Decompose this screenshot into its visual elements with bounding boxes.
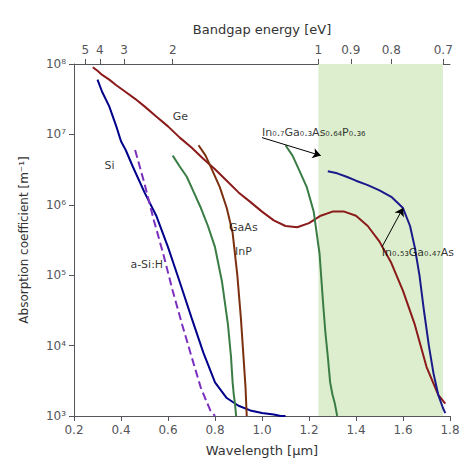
svg-text:4: 4 — [96, 43, 104, 57]
svg-text:1.6: 1.6 — [393, 423, 412, 437]
svg-text:0.2: 0.2 — [64, 423, 83, 437]
svg-text:0.8: 0.8 — [205, 423, 224, 437]
svg-text:10⁸: 10⁸ — [46, 57, 66, 71]
svg-text:1: 1 — [315, 43, 323, 57]
svg-text:10⁴: 10⁴ — [46, 339, 66, 353]
svg-text:0.6: 0.6 — [158, 423, 177, 437]
svg-text:1.8: 1.8 — [440, 423, 459, 437]
svg-text:10⁶: 10⁶ — [46, 198, 66, 212]
svg-text:Absorption coefficient [m⁻¹]: Absorption coefficient [m⁻¹] — [17, 156, 31, 323]
svg-text:Bandgap energy [eV]: Bandgap energy [eV] — [193, 22, 331, 37]
svg-text:0.8: 0.8 — [382, 43, 401, 57]
svg-text:1.4: 1.4 — [346, 423, 365, 437]
svg-text:InP: InP — [235, 245, 252, 258]
svg-text:Ge: Ge — [173, 110, 189, 123]
svg-text:GaAs: GaAs — [229, 221, 258, 234]
svg-text:1.2: 1.2 — [299, 423, 318, 437]
svg-text:10³: 10³ — [46, 409, 66, 423]
svg-text:In₀.₅₃Ga₀.₄₇As: In₀.₅₃Ga₀.₄₇As — [382, 246, 454, 259]
svg-text:10⁷: 10⁷ — [46, 127, 66, 141]
svg-text:Si: Si — [105, 159, 115, 172]
svg-text:3: 3 — [120, 43, 128, 57]
svg-text:a-Si:H: a-Si:H — [130, 258, 163, 271]
svg-text:2: 2 — [169, 43, 177, 57]
svg-text:10⁵: 10⁵ — [46, 268, 66, 282]
svg-text:Wavelength [μm]: Wavelength [μm] — [206, 443, 318, 458]
svg-text:5: 5 — [81, 43, 89, 57]
svg-text:0.4: 0.4 — [111, 423, 130, 437]
svg-text:0.9: 0.9 — [341, 43, 360, 57]
svg-text:0.7: 0.7 — [434, 43, 453, 57]
svg-text:In₀.₇Ga₀.₃As₀.₆₄P₀.₃₆: In₀.₇Ga₀.₃As₀.₆₄P₀.₃₆ — [262, 126, 366, 139]
svg-text:1.0: 1.0 — [252, 423, 271, 437]
